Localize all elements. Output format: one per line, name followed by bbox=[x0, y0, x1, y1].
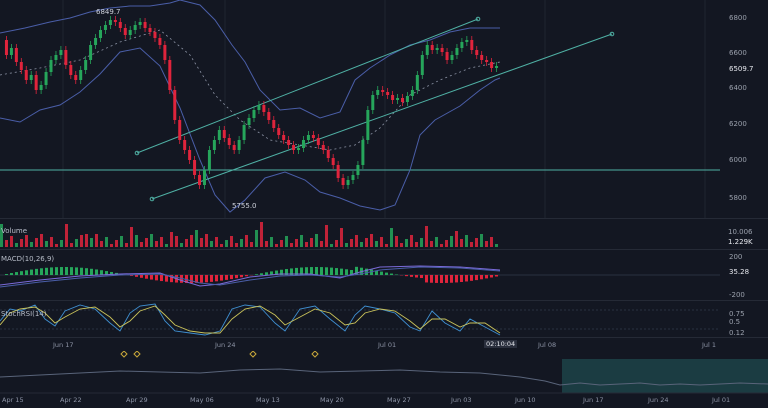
volume-tick: 10.006 bbox=[728, 228, 753, 236]
bollinger-lower bbox=[0, 47, 501, 213]
price-tick: 6000 bbox=[729, 156, 747, 164]
macd-label: MACD(10,26,9) bbox=[1, 255, 55, 263]
event-marker bbox=[249, 351, 257, 358]
channel-upper bbox=[136, 18, 479, 154]
nav-tick: Jul 01 bbox=[712, 396, 731, 404]
stochrsi-label: StochRSI(14) bbox=[1, 310, 47, 318]
macd-tick: 200 bbox=[729, 253, 743, 261]
nav-tick: Apr 22 bbox=[60, 396, 82, 404]
volume-pane[interactable]: Volume bbox=[0, 219, 720, 249]
stochrsi-tick: 0.12 bbox=[729, 329, 745, 337]
low-annotation: 5755.0 bbox=[232, 202, 257, 210]
price-tick: 6400 bbox=[729, 84, 747, 92]
price-tick: 5800 bbox=[729, 194, 747, 202]
stochrsi-tick: 0.5 bbox=[729, 318, 741, 326]
macd-canvas bbox=[0, 265, 720, 288]
price-chart-canvas[interactable] bbox=[0, 0, 720, 218]
navigator[interactable]: Apr 15 Apr 22 Apr 29 May 06 May 13 May 2… bbox=[0, 351, 768, 408]
time-tick: Jun 17 bbox=[53, 341, 74, 349]
volume-canvas bbox=[0, 222, 498, 247]
stochrsi-tick: 0.75 bbox=[729, 310, 745, 318]
current-time-tag: 02:10:04 bbox=[484, 340, 518, 348]
stochrsi-canvas bbox=[0, 303, 720, 336]
bollinger-upper bbox=[0, 0, 500, 119]
nav-tick: Apr 29 bbox=[126, 396, 148, 404]
stochrsi-axis: 0.75 0.5 0.12 bbox=[720, 301, 768, 337]
volume-axis: 10.006 1.229K bbox=[720, 219, 768, 249]
candlesticks bbox=[4, 16, 499, 189]
volume-tick: 1.229K bbox=[728, 238, 753, 246]
volume-label: Volume bbox=[1, 227, 28, 235]
macd-pane[interactable]: MACD(10,26,9) bbox=[0, 250, 720, 300]
nav-tick: Jun 10 bbox=[515, 396, 536, 404]
current-price-tag: 6509.7 bbox=[729, 65, 754, 73]
nav-tick: Jun 03 bbox=[451, 396, 472, 404]
nav-tick: Apr 15 bbox=[2, 396, 24, 404]
price-tick: 6200 bbox=[729, 120, 747, 128]
event-marker bbox=[120, 351, 128, 358]
event-marker bbox=[311, 351, 319, 358]
price-chart[interactable]: 6849.7 5755.0 bbox=[0, 0, 720, 218]
time-tick: Jun 24 bbox=[215, 341, 236, 349]
nav-tick: May 20 bbox=[320, 396, 344, 404]
price-axis[interactable]: 6800 6600 6400 6200 6000 5800 bbox=[720, 0, 768, 218]
stochrsi-pane[interactable]: StochRSI(14) bbox=[0, 301, 720, 337]
navigator-canvas[interactable] bbox=[0, 351, 768, 408]
macd-tick: 35.28 bbox=[729, 268, 750, 276]
event-marker bbox=[133, 351, 141, 358]
nav-tick: Jun 24 bbox=[648, 396, 669, 404]
time-tick: Jul 01 bbox=[378, 341, 397, 349]
channel-lower bbox=[151, 33, 613, 200]
time-tick: Jul 08 bbox=[538, 341, 557, 349]
navigator-selection bbox=[562, 359, 768, 393]
bollinger-mid bbox=[0, 29, 501, 151]
time-tick: Jul 1 bbox=[702, 341, 717, 349]
price-tick: 6600 bbox=[729, 49, 747, 57]
macd-tick: -200 bbox=[729, 291, 745, 299]
nav-tick: May 27 bbox=[387, 396, 411, 404]
nav-tick: May 13 bbox=[256, 396, 280, 404]
high-annotation: 6849.7 bbox=[96, 8, 121, 16]
nav-tick: May 06 bbox=[190, 396, 214, 404]
macd-axis: 200 35.28 -200 bbox=[720, 250, 768, 300]
nav-tick: Jun 17 bbox=[583, 396, 604, 404]
time-axis[interactable]: Jun 17 Jun 24 Jul 01 02:10:04 Jul 08 Jul… bbox=[0, 337, 768, 351]
price-tick: 6800 bbox=[729, 14, 747, 22]
